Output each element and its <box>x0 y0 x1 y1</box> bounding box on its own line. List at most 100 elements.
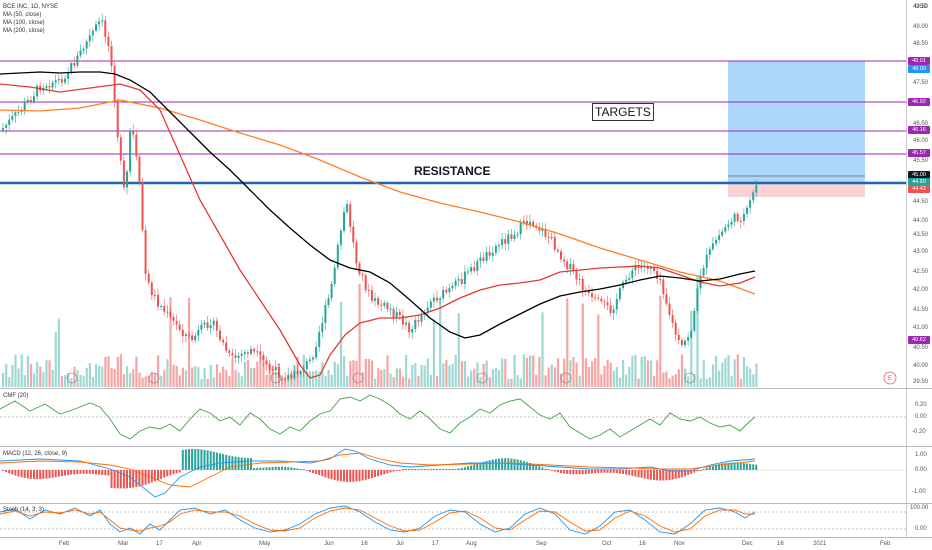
macd-histogram-bar <box>20 470 23 478</box>
volume-bar <box>479 376 482 387</box>
candle-body <box>160 305 163 307</box>
candle-body <box>259 351 262 356</box>
volume-bar <box>82 376 85 387</box>
macd-tick: 0.00 <box>915 467 927 473</box>
time-tick: Nov <box>674 541 685 547</box>
volume-bar <box>668 378 671 387</box>
macd-histogram-bar <box>414 468 417 470</box>
cmf-tick: 0.00 <box>915 414 927 420</box>
volume-bar <box>414 362 417 387</box>
candle-body <box>138 156 141 182</box>
candle-body <box>463 271 466 284</box>
candle-body <box>646 266 649 269</box>
price-tick: 44.00 <box>913 218 929 224</box>
macd-histogram-bar <box>29 470 32 479</box>
volume-bar <box>578 375 581 387</box>
cmf-tick: 0.20 <box>915 402 927 408</box>
time-tick: Sep <box>536 541 547 547</box>
candle-body <box>132 130 135 135</box>
ma200-line <box>0 99 756 295</box>
candle-body <box>625 279 628 283</box>
candle-body <box>45 86 48 88</box>
macd-histogram-bar <box>200 449 203 470</box>
volume-bar <box>26 355 29 387</box>
candle-body <box>457 279 460 281</box>
macd-histogram-bar <box>609 470 612 473</box>
macd-histogram-bar <box>637 470 640 478</box>
candle-body <box>603 301 606 303</box>
stoch-pane[interactable]: Stoch (14, 3, 3) <box>0 504 906 537</box>
volume-bar <box>625 374 628 387</box>
candle-body <box>8 119 11 125</box>
volume-bar <box>643 356 646 387</box>
macd-histogram-bar <box>57 470 60 477</box>
candle-body <box>364 275 367 291</box>
volume-bar <box>544 375 547 387</box>
volume-bar <box>231 358 234 387</box>
volume-bar <box>680 354 684 387</box>
time-tick: 17 <box>432 541 439 547</box>
price-tag: 48.01 <box>908 57 930 65</box>
price-tick: 46.00 <box>913 138 929 144</box>
candle-body <box>76 55 79 66</box>
price-tag: 44.80 <box>908 178 930 186</box>
macd-histogram-bar <box>460 467 463 470</box>
volume-bar <box>439 301 442 387</box>
candle-body <box>277 366 280 378</box>
candle-body <box>330 283 333 299</box>
volume-bar <box>687 376 690 387</box>
candle-body <box>240 353 243 356</box>
price-tick: 49.50 <box>913 4 929 10</box>
macd-histogram-bar <box>439 469 442 470</box>
volume-bar <box>612 370 615 387</box>
macd-histogram-bar <box>392 470 395 472</box>
price-axis[interactable]: USD 49.5049.0048.5048.0047.5047.0046.504… <box>906 0 932 388</box>
macd-histogram-bar <box>510 458 513 470</box>
macd-histogram-bar <box>321 470 324 477</box>
volume-bar <box>525 357 529 387</box>
volume-bar <box>104 356 107 387</box>
volume-bar <box>219 372 222 387</box>
volume-bar <box>463 360 467 387</box>
volume-bar <box>671 375 674 387</box>
cmf-pane[interactable]: CMF (20) <box>0 389 906 446</box>
candle-body <box>48 86 51 88</box>
ma200-legend: MA (200, close) <box>3 28 45 34</box>
candle-body <box>26 100 29 103</box>
candle-body <box>203 322 206 325</box>
volume-bar <box>485 360 488 387</box>
macd-histogram-bar <box>188 449 190 470</box>
resistance-label[interactable]: RESISTANCE <box>414 164 491 178</box>
macd-pane[interactable]: MACD (12, 26, close, 9) <box>0 447 906 503</box>
macd-histogram-bar <box>330 470 333 480</box>
candle-body <box>436 297 438 301</box>
volume-bar <box>95 363 98 387</box>
volume-bar <box>637 378 640 387</box>
macd-histogram-bar <box>442 469 445 470</box>
candle-body <box>541 229 544 231</box>
macd-histogram-bar <box>274 466 277 470</box>
macd-histogram-bar <box>631 470 634 476</box>
macd-histogram-bar <box>646 470 649 480</box>
volume-bar <box>609 362 612 387</box>
price-pane[interactable]: E BCE INC, 1D, NYSE MA (50, close) MA (1… <box>0 0 906 388</box>
candle-body <box>265 360 268 365</box>
price-chart[interactable]: E <box>0 0 906 388</box>
volume-bar <box>141 377 144 387</box>
candle-body <box>299 371 302 375</box>
candle-body <box>11 116 14 120</box>
volume-bar <box>349 361 352 387</box>
time-tick: 16 <box>639 541 646 547</box>
candle-body <box>618 287 621 299</box>
earnings-event-label: E <box>888 376 892 382</box>
candle-body <box>470 267 473 272</box>
candle-body <box>405 322 407 325</box>
macd-histogram-bar <box>26 470 29 479</box>
candle-body <box>730 221 733 225</box>
volume-bar <box>212 377 215 387</box>
candle-body <box>116 102 119 138</box>
candle-body <box>485 251 488 261</box>
macd-histogram-bar <box>346 470 349 482</box>
targets-label[interactable]: TARGETS <box>592 103 654 121</box>
time-axis[interactable]: Feb Mar 17 Apr May Jun 16 Jul 17 Aug Sep Oct 16 Nov De… <box>0 538 906 550</box>
